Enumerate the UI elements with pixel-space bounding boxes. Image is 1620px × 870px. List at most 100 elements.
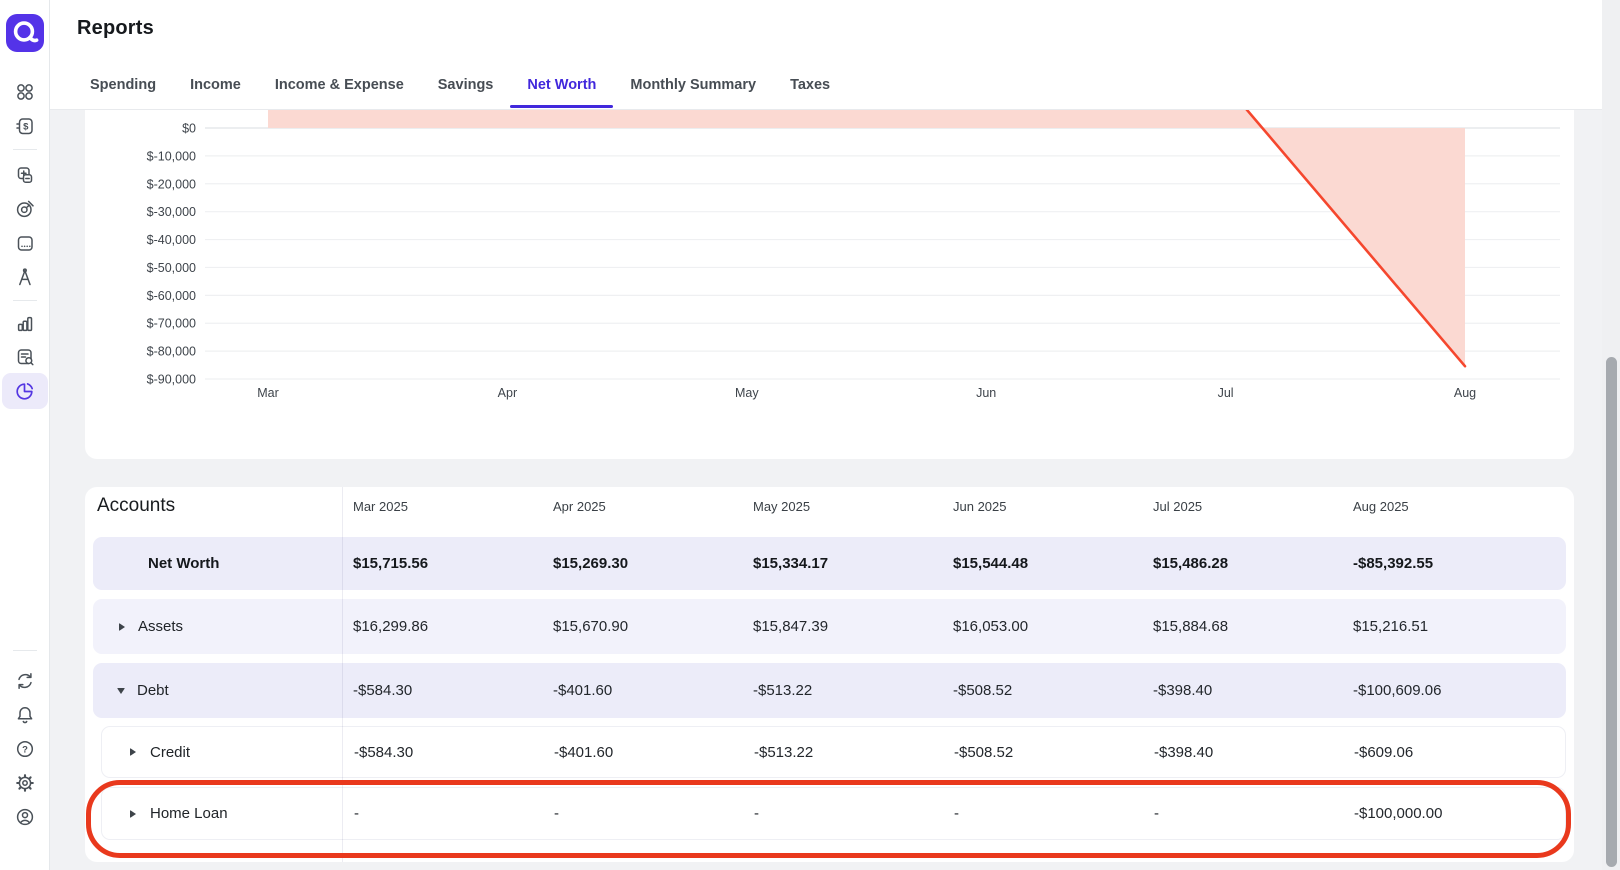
sidebar-item-settings[interactable] (14, 772, 36, 794)
sidebar-item-review[interactable] (14, 346, 36, 368)
sidebar-item-transactions[interactable]: $ (14, 115, 36, 137)
sidebar-divider (13, 149, 37, 150)
sidebar-divider (13, 300, 37, 301)
x-axis-tick-label: May (735, 386, 759, 400)
sidebar-item-calendar[interactable] (14, 232, 36, 254)
x-axis-tick-label: Aug (1454, 386, 1476, 400)
settings-icon (16, 774, 34, 792)
column-header-mar-2025: Mar 2025 (353, 498, 408, 514)
sidebar-item-sync[interactable] (14, 670, 36, 692)
review-icon (17, 349, 34, 366)
row-label: Assets (93, 618, 353, 635)
tab-savings[interactable]: Savings (437, 76, 494, 93)
q-logo-icon (13, 21, 39, 43)
column-header-may-2025: May 2025 (753, 498, 811, 514)
page-header: Reports (50, 0, 1602, 60)
page-scrollbar-track[interactable] (1602, 0, 1620, 870)
sidebar-item-dashboard[interactable] (14, 81, 36, 103)
tab-income-expense[interactable]: Income & Expense (274, 76, 404, 93)
y-axis-tick-label: $-80,000 (147, 345, 196, 359)
y-axis-tick-label: $-20,000 (147, 177, 196, 191)
table-row-credit[interactable]: Credit -$584.30 -$401.60 -$513.22 -$508.… (101, 726, 1566, 778)
transactions-icon: $ (16, 118, 33, 135)
x-axis-tick-label: Mar (257, 386, 279, 400)
x-axis-tick-label: Jun (976, 386, 996, 400)
cell-value: -$100,000.00 (1354, 805, 1443, 822)
cell-value: -$609.06 (1354, 743, 1414, 761)
y-axis-tick-label: $-30,000 (147, 205, 196, 219)
tab-monthly-summary[interactable]: Monthly Summary (630, 76, 757, 93)
sync-icon (18, 672, 32, 690)
cell-value: -$584.30 (354, 743, 414, 761)
reports-tabbar: Spending Income Income & Expense Savings… (50, 60, 1602, 110)
sidebar-item-accounts[interactable] (14, 164, 36, 186)
cell-value: $15,715.56 (353, 555, 429, 572)
profile-icon (16, 808, 34, 826)
net-worth-area-chart: $0 $-10,000 $-20,000 $-30,000 $-40,000 $-50,0… (147, 110, 1560, 400)
cell-value: -$398.40 (1153, 682, 1213, 699)
tab-spending[interactable]: Spending (90, 76, 157, 93)
sidebar-item-goals[interactable] (14, 198, 36, 220)
tab-taxes[interactable]: Taxes (790, 76, 831, 93)
sidebar-item-help[interactable]: ? (14, 738, 36, 760)
svg-text:$: $ (23, 122, 29, 133)
notifications-icon (17, 707, 33, 724)
row-label: Credit (102, 744, 354, 761)
column-header-aug-2025: Aug 2025 (1353, 498, 1409, 514)
sidebar-item-reports[interactable] (14, 380, 36, 402)
sidebar-item-profile[interactable] (14, 806, 36, 828)
cell-value: $15,216.51 (1353, 618, 1429, 635)
cell-value: $16,299.86 (353, 618, 429, 635)
cell-value: $15,486.28 (1153, 555, 1229, 572)
cell-value: $15,544.48 (953, 555, 1029, 572)
row-label: Home Loan (102, 805, 354, 822)
caret-right-icon[interactable] (130, 809, 136, 818)
svg-text:?: ? (22, 744, 28, 755)
cell-value: -$100,609.06 (1353, 682, 1442, 699)
table-row-assets[interactable]: Assets $16,299.86 $15,670.90 $15,847.39 … (93, 599, 1566, 654)
net-worth-chart-card: $0 $-10,000 $-20,000 $-30,000 $-40,000 $-50,0… (85, 110, 1574, 459)
y-axis-tick-label: $-50,000 (147, 261, 196, 275)
caret-down-icon[interactable] (117, 687, 125, 694)
accounts-icon (17, 167, 33, 184)
sidebar-item-notifications[interactable] (14, 704, 36, 726)
sidebar: $ (0, 0, 50, 870)
y-axis-tick-label: $0 (182, 122, 196, 136)
cell-value: -$508.52 (953, 682, 1013, 699)
planning-icon (19, 268, 31, 286)
sidebar-item-planning[interactable] (14, 266, 36, 288)
caret-right-icon[interactable] (130, 748, 136, 756)
sidebar-item-investments[interactable] (14, 312, 36, 334)
reports-pie-icon (16, 383, 34, 400)
table-row-home-loan[interactable]: Home Loan - - - - - -$100,000.00 (101, 787, 1566, 840)
cell-value: -$513.22 (753, 682, 813, 699)
accounts-table-header: Accounts Mar 2025 Apr 2025 May 2025 Jun … (93, 487, 1566, 525)
cell-value: -$508.52 (954, 743, 1014, 761)
y-axis-tick-label: $-60,000 (147, 289, 196, 303)
caret-right-icon[interactable] (119, 622, 125, 631)
cell-value: -$513.22 (754, 743, 814, 761)
table-row-net-worth: Net Worth $15,715.56 $15,269.30 $15,334.… (93, 537, 1566, 590)
cell-value: - (354, 805, 359, 822)
cell-value: -$401.60 (554, 743, 614, 761)
cell-value: - (754, 805, 759, 822)
goals-icon (16, 200, 34, 218)
y-axis-tick-label: $-90,000 (147, 373, 196, 387)
accounts-table-card: Accounts Mar 2025 Apr 2025 May 2025 Jun … (85, 487, 1574, 862)
x-axis-tick-label: Jul (1218, 386, 1234, 400)
page-scrollbar-thumb[interactable] (1605, 357, 1617, 867)
table-row-debt[interactable]: Debt -$584.30 -$401.60 -$513.22 -$508.52… (93, 663, 1566, 718)
row-label: Debt (93, 682, 353, 699)
tab-net-worth[interactable]: Net Worth (510, 60, 614, 109)
row-label: Net Worth (148, 555, 220, 572)
dashboard-icon (17, 84, 33, 100)
cell-value: $15,269.30 (553, 555, 629, 572)
x-axis-tick-label: Apr (498, 386, 517, 400)
investments-icon (17, 316, 33, 332)
tab-income[interactable]: Income (190, 76, 241, 93)
accounts-title: Accounts (97, 495, 176, 516)
cell-value: $16,053.00 (953, 618, 1029, 635)
app-logo-button[interactable] (6, 14, 44, 52)
cell-value: $15,884.68 (1153, 618, 1229, 635)
